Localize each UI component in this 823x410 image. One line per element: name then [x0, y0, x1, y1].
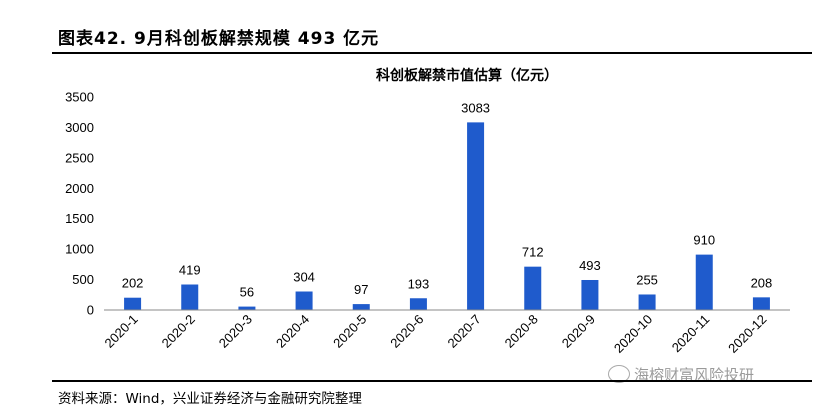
data-label: 304 — [293, 269, 315, 284]
y-tick-label: 3000 — [65, 120, 94, 135]
data-label: 493 — [579, 258, 601, 273]
watermark-text: 海榕财富风险投研 — [634, 366, 755, 384]
data-label: 208 — [751, 275, 773, 290]
y-tick-label: 0 — [87, 303, 94, 318]
x-tick-label: 2020-4 — [273, 312, 312, 351]
bar — [524, 266, 542, 310]
bar — [124, 297, 142, 310]
x-tick-label: 2020-6 — [387, 312, 426, 351]
bar — [695, 254, 713, 310]
x-tick-label: 2020-12 — [725, 312, 769, 356]
bars: 202 419 56 304 97 193 3083 712 493 255 910 208 — [122, 100, 773, 310]
x-axis: 2020-1 2020-2 2020-3 2020-4 2020-5 2020-6 2020… — [101, 309, 790, 356]
data-label: 910 — [693, 233, 715, 248]
x-tick-label: 2020-11 — [669, 312, 713, 356]
bar — [352, 304, 370, 310]
x-tick-label: 2020-10 — [611, 312, 655, 356]
data-label: 193 — [408, 276, 430, 291]
y-tick-label: 1000 — [65, 242, 94, 257]
y-tick-label: 3500 — [65, 90, 94, 105]
figure-title: 图表42. 9月科创板解禁规模 493 亿元 — [58, 29, 380, 49]
data-label: 97 — [354, 282, 368, 297]
bar — [638, 294, 656, 310]
x-tick-label: 2020-2 — [159, 312, 198, 351]
data-label: 712 — [522, 245, 544, 260]
data-label: 56 — [240, 285, 254, 300]
chart-title: 科创板解禁市值估算（亿元） — [376, 67, 558, 84]
data-label: 255 — [636, 272, 658, 287]
bar — [181, 284, 199, 310]
title-rule — [52, 52, 812, 54]
bar — [467, 122, 485, 310]
bar — [752, 297, 770, 310]
x-tick-label: 2020-7 — [444, 312, 483, 351]
data-label: 3083 — [461, 100, 490, 115]
source-note: 资料来源：Wind，兴业证券经济与金融研究院整理 — [58, 391, 362, 407]
y-tick-label: 2500 — [65, 150, 94, 165]
bar — [238, 306, 256, 310]
y-tick-label: 2000 — [65, 181, 94, 196]
bar — [409, 298, 427, 310]
bar — [581, 279, 599, 310]
data-label: 419 — [179, 263, 201, 278]
y-axis: 0 500 1000 1500 2000 2500 3000 3500 — [65, 90, 94, 318]
x-tick-label: 2020-1 — [101, 312, 140, 351]
x-tick-label: 2020-8 — [502, 312, 541, 351]
bar — [295, 291, 313, 310]
x-tick-label: 2020-9 — [559, 312, 598, 351]
x-tick-label: 2020-3 — [216, 312, 255, 351]
watermark: 海榕财富风险投研 — [608, 364, 754, 385]
source-rule — [52, 380, 812, 382]
y-tick-label: 1500 — [65, 211, 94, 226]
x-tick-label: 2020-5 — [330, 312, 369, 351]
data-label: 202 — [122, 276, 144, 291]
y-tick-label: 500 — [72, 272, 94, 287]
wechat-icon — [608, 365, 630, 383]
